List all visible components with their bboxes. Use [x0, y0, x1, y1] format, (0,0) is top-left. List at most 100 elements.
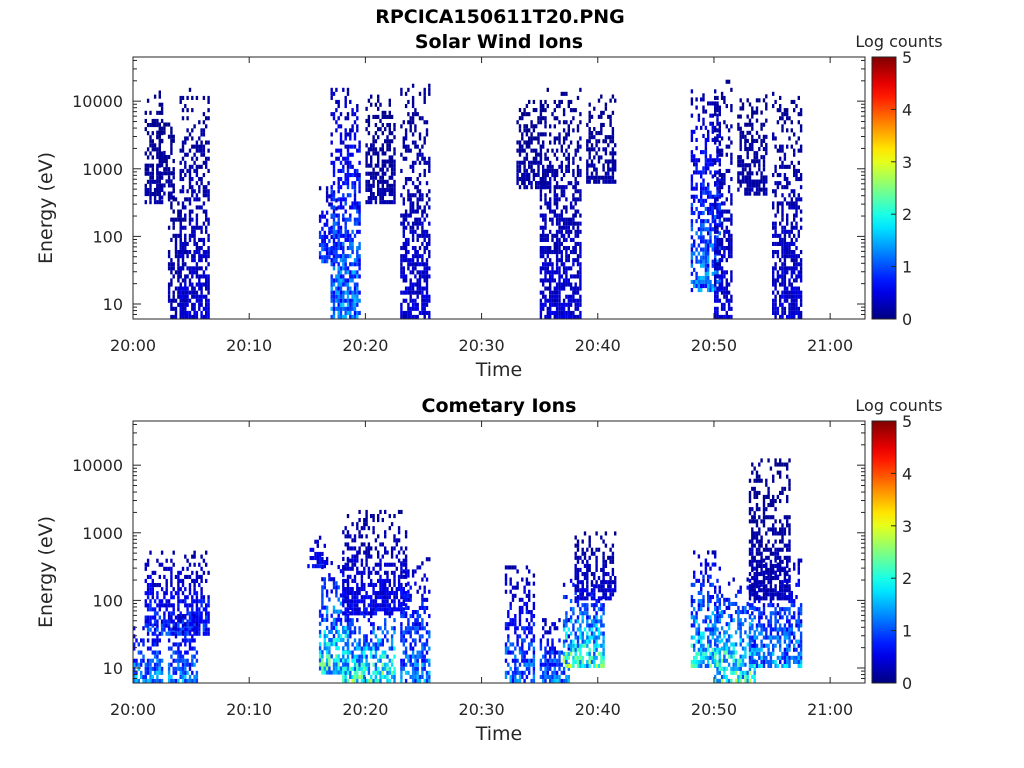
data-cell — [195, 615, 199, 620]
data-cell — [716, 262, 719, 267]
data-cell — [195, 225, 199, 230]
data-cell — [358, 534, 361, 539]
data-cell — [321, 662, 324, 667]
data-cell — [748, 187, 752, 192]
data-cell — [393, 171, 396, 176]
data-cell — [748, 118, 752, 123]
data-cell — [363, 650, 366, 655]
data-cell — [700, 223, 703, 228]
data-cell — [772, 282, 775, 287]
data-cell — [693, 267, 696, 272]
data-cell — [344, 173, 347, 178]
data-cell — [370, 611, 373, 616]
data-cell — [551, 221, 554, 226]
data-cell — [353, 314, 357, 319]
data-cell — [358, 546, 361, 551]
data-cell — [344, 306, 347, 311]
data-cell — [555, 270, 559, 275]
data-cell — [704, 186, 708, 191]
data-cell — [200, 246, 203, 251]
data-cell — [332, 197, 336, 202]
data-cell — [195, 168, 199, 173]
data-cell — [793, 99, 796, 104]
data-cell — [146, 562, 150, 567]
data-cell — [569, 221, 573, 226]
data-cell — [188, 282, 192, 287]
data-cell — [193, 254, 196, 259]
data-cell — [358, 630, 361, 635]
data-cell — [337, 156, 340, 161]
data-cell — [544, 193, 547, 198]
data-cell — [330, 642, 333, 647]
data-cell — [718, 140, 721, 145]
data-cell — [318, 251, 322, 256]
data-cell — [404, 670, 408, 675]
data-cell — [198, 627, 201, 632]
data-cell — [588, 127, 591, 132]
data-cell — [344, 678, 347, 683]
data-cell — [788, 302, 791, 307]
data-cell — [393, 192, 396, 197]
data-cell — [342, 241, 345, 246]
data-cell — [388, 131, 391, 136]
data-cell — [325, 186, 329, 191]
data-cell — [425, 674, 429, 679]
data-cell — [179, 233, 182, 238]
data-cell — [363, 582, 366, 587]
data-cell — [153, 642, 157, 647]
data-cell — [421, 258, 424, 263]
data-cell — [349, 650, 352, 655]
data-cell — [346, 112, 350, 117]
data-cell — [697, 235, 701, 240]
data-cell — [351, 678, 354, 683]
data-cell — [200, 603, 203, 608]
data-cell — [555, 213, 559, 218]
data-cell — [353, 205, 357, 210]
data-cell — [381, 595, 384, 600]
data-cell — [753, 163, 756, 168]
data-cell — [697, 279, 701, 284]
data-cell — [793, 213, 796, 218]
data-cell — [572, 116, 575, 121]
data-cell — [762, 183, 766, 188]
data-cell — [205, 631, 208, 636]
data-cell — [133, 634, 136, 639]
data-cell — [411, 654, 415, 659]
data-cell — [690, 133, 694, 138]
data-cell — [377, 678, 380, 683]
data-cell — [179, 237, 182, 242]
data-cell — [346, 286, 350, 291]
data-cell — [339, 638, 343, 643]
data-cell — [328, 597, 331, 602]
data-cell — [384, 607, 387, 612]
data-cell — [421, 193, 424, 198]
data-cell — [330, 189, 333, 194]
data-cell — [321, 226, 324, 231]
data-cell — [693, 154, 696, 159]
data-cell — [156, 147, 159, 152]
data-cell — [572, 258, 575, 263]
data-cell — [414, 306, 417, 311]
data-cell — [339, 310, 343, 315]
data-cell — [602, 179, 605, 184]
data-cell — [193, 626, 196, 631]
data-cell — [549, 160, 552, 165]
data-cell — [172, 266, 175, 271]
data-cell — [179, 642, 182, 647]
data-cell — [165, 587, 168, 592]
data-cell — [191, 156, 194, 161]
data-cell — [160, 110, 164, 115]
data-cell — [549, 140, 552, 145]
data-cell — [330, 160, 333, 165]
data-cell — [360, 562, 364, 567]
data-cell — [404, 274, 408, 279]
data-cell — [795, 197, 798, 202]
data-cell — [565, 237, 568, 242]
data-cell — [360, 611, 364, 616]
data-cell — [342, 164, 345, 169]
data-cell — [579, 262, 582, 267]
data-cell — [179, 148, 182, 153]
data-cell — [416, 189, 419, 194]
data-cell — [714, 243, 717, 248]
data-cell — [198, 306, 201, 311]
